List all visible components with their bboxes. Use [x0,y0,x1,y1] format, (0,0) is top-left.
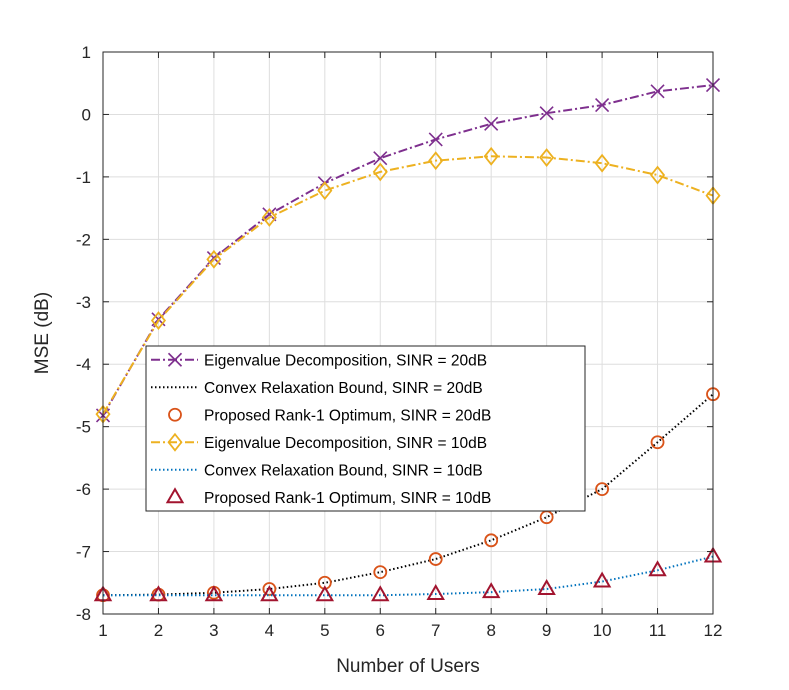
y-tick-label: -3 [76,293,91,312]
legend-label: Eigenvalue Decomposition, SINR = 10dB [204,435,487,452]
data-point [650,84,665,99]
legend-label: Convex Relaxation Bound, SINR = 20dB [204,380,483,397]
data-point [426,584,445,601]
legend-label: Proposed Rank-1 Optimum, SINR = 10dB [204,490,491,507]
data-point [373,565,388,580]
legend: Eigenvalue Decomposition, SINR = 20dB Con… [145,345,586,512]
data-point [595,98,610,113]
x-tick-label: 2 [154,621,163,640]
legend-item: Proposed Rank-1 Optimum, SINR = 20dB [168,407,491,424]
y-tick-label: -2 [76,230,91,249]
data-point [372,162,388,182]
series-5 [103,555,714,597]
data-point [428,132,443,147]
data-point [371,585,390,602]
x-tick-label: 4 [265,621,274,640]
data-point [650,435,665,450]
legend-marker [168,407,182,422]
data-point [594,153,610,173]
y-tick-label: -1 [76,168,91,187]
data-point [481,582,501,599]
data-point [149,585,168,602]
y-tick-label: -7 [76,543,91,562]
x-tick-label: 3 [209,621,218,640]
data-point [539,106,554,121]
series-line [102,393,714,597]
legend-label: Proposed Rank-1 Optimum, SINR = 20dB [204,407,491,424]
legend-box [145,345,586,512]
data-point [484,116,499,131]
x-tick-label: 9 [542,621,551,640]
data-point [537,579,556,596]
data-point [373,151,388,166]
data-point [649,165,666,185]
series-2 [102,393,714,597]
y-tick-label: -6 [76,480,91,499]
data-point [150,311,167,330]
data-point [262,582,277,596]
axes-box [102,51,714,615]
x-axis-label: Number of Users [336,656,480,677]
data-point [484,533,499,548]
data-point [483,146,499,166]
legend-label: Eigenvalue Decomposition, SINR = 20dB [204,352,487,369]
data-point [204,585,224,602]
data-point [648,560,667,577]
y-tick-label: -4 [76,355,91,374]
y-tick-label: -8 [76,605,91,624]
data-point [315,585,335,602]
legend-marker [167,432,183,452]
x-tick-label: 7 [431,621,440,640]
legend-label: Convex Relaxation Bound, SINR = 10dB [204,462,483,479]
legend-item: Eigenvalue Decomposition, SINR = 20dB [151,352,487,369]
series-line [102,155,714,415]
x-tick-label: 5 [320,621,329,640]
legend-marker [167,352,183,367]
data-point [260,585,279,602]
plot-area [103,52,713,614]
y-tick-label: 0 [82,105,91,124]
x-tick-label: 8 [486,621,495,640]
data-point [428,151,444,171]
data-point [428,552,443,566]
legend-item: Proposed Rank-1 Optimum, SINR = 10dB [165,487,491,507]
y-tick-label: 1 [82,43,91,62]
data-point [261,208,277,227]
series-4 [95,146,721,424]
legend-item: Eigenvalue Decomposition, SINR = 10dB [151,432,487,452]
series-layer [93,78,723,603]
data-point [592,571,612,588]
x-tick-label: 6 [376,621,385,640]
legend-item: Convex Relaxation Bound, SINR = 20dB [151,380,483,397]
x-tick-label: 11 [649,621,667,640]
y-tick-label: -5 [76,418,91,437]
y-axis-label: MSE (dB) [32,292,53,374]
data-point [539,148,555,167]
data-point [595,482,609,497]
series-6 [93,546,723,602]
series-line [103,555,714,597]
data-point [206,249,222,269]
x-tick-label: 12 [704,621,723,640]
legend-marker [165,487,185,504]
legend-item: Convex Relaxation Bound, SINR = 10dB [151,462,483,479]
data-point [317,181,333,201]
x-tick-label: 1 [98,621,107,640]
x-tick-label: 10 [593,621,612,640]
